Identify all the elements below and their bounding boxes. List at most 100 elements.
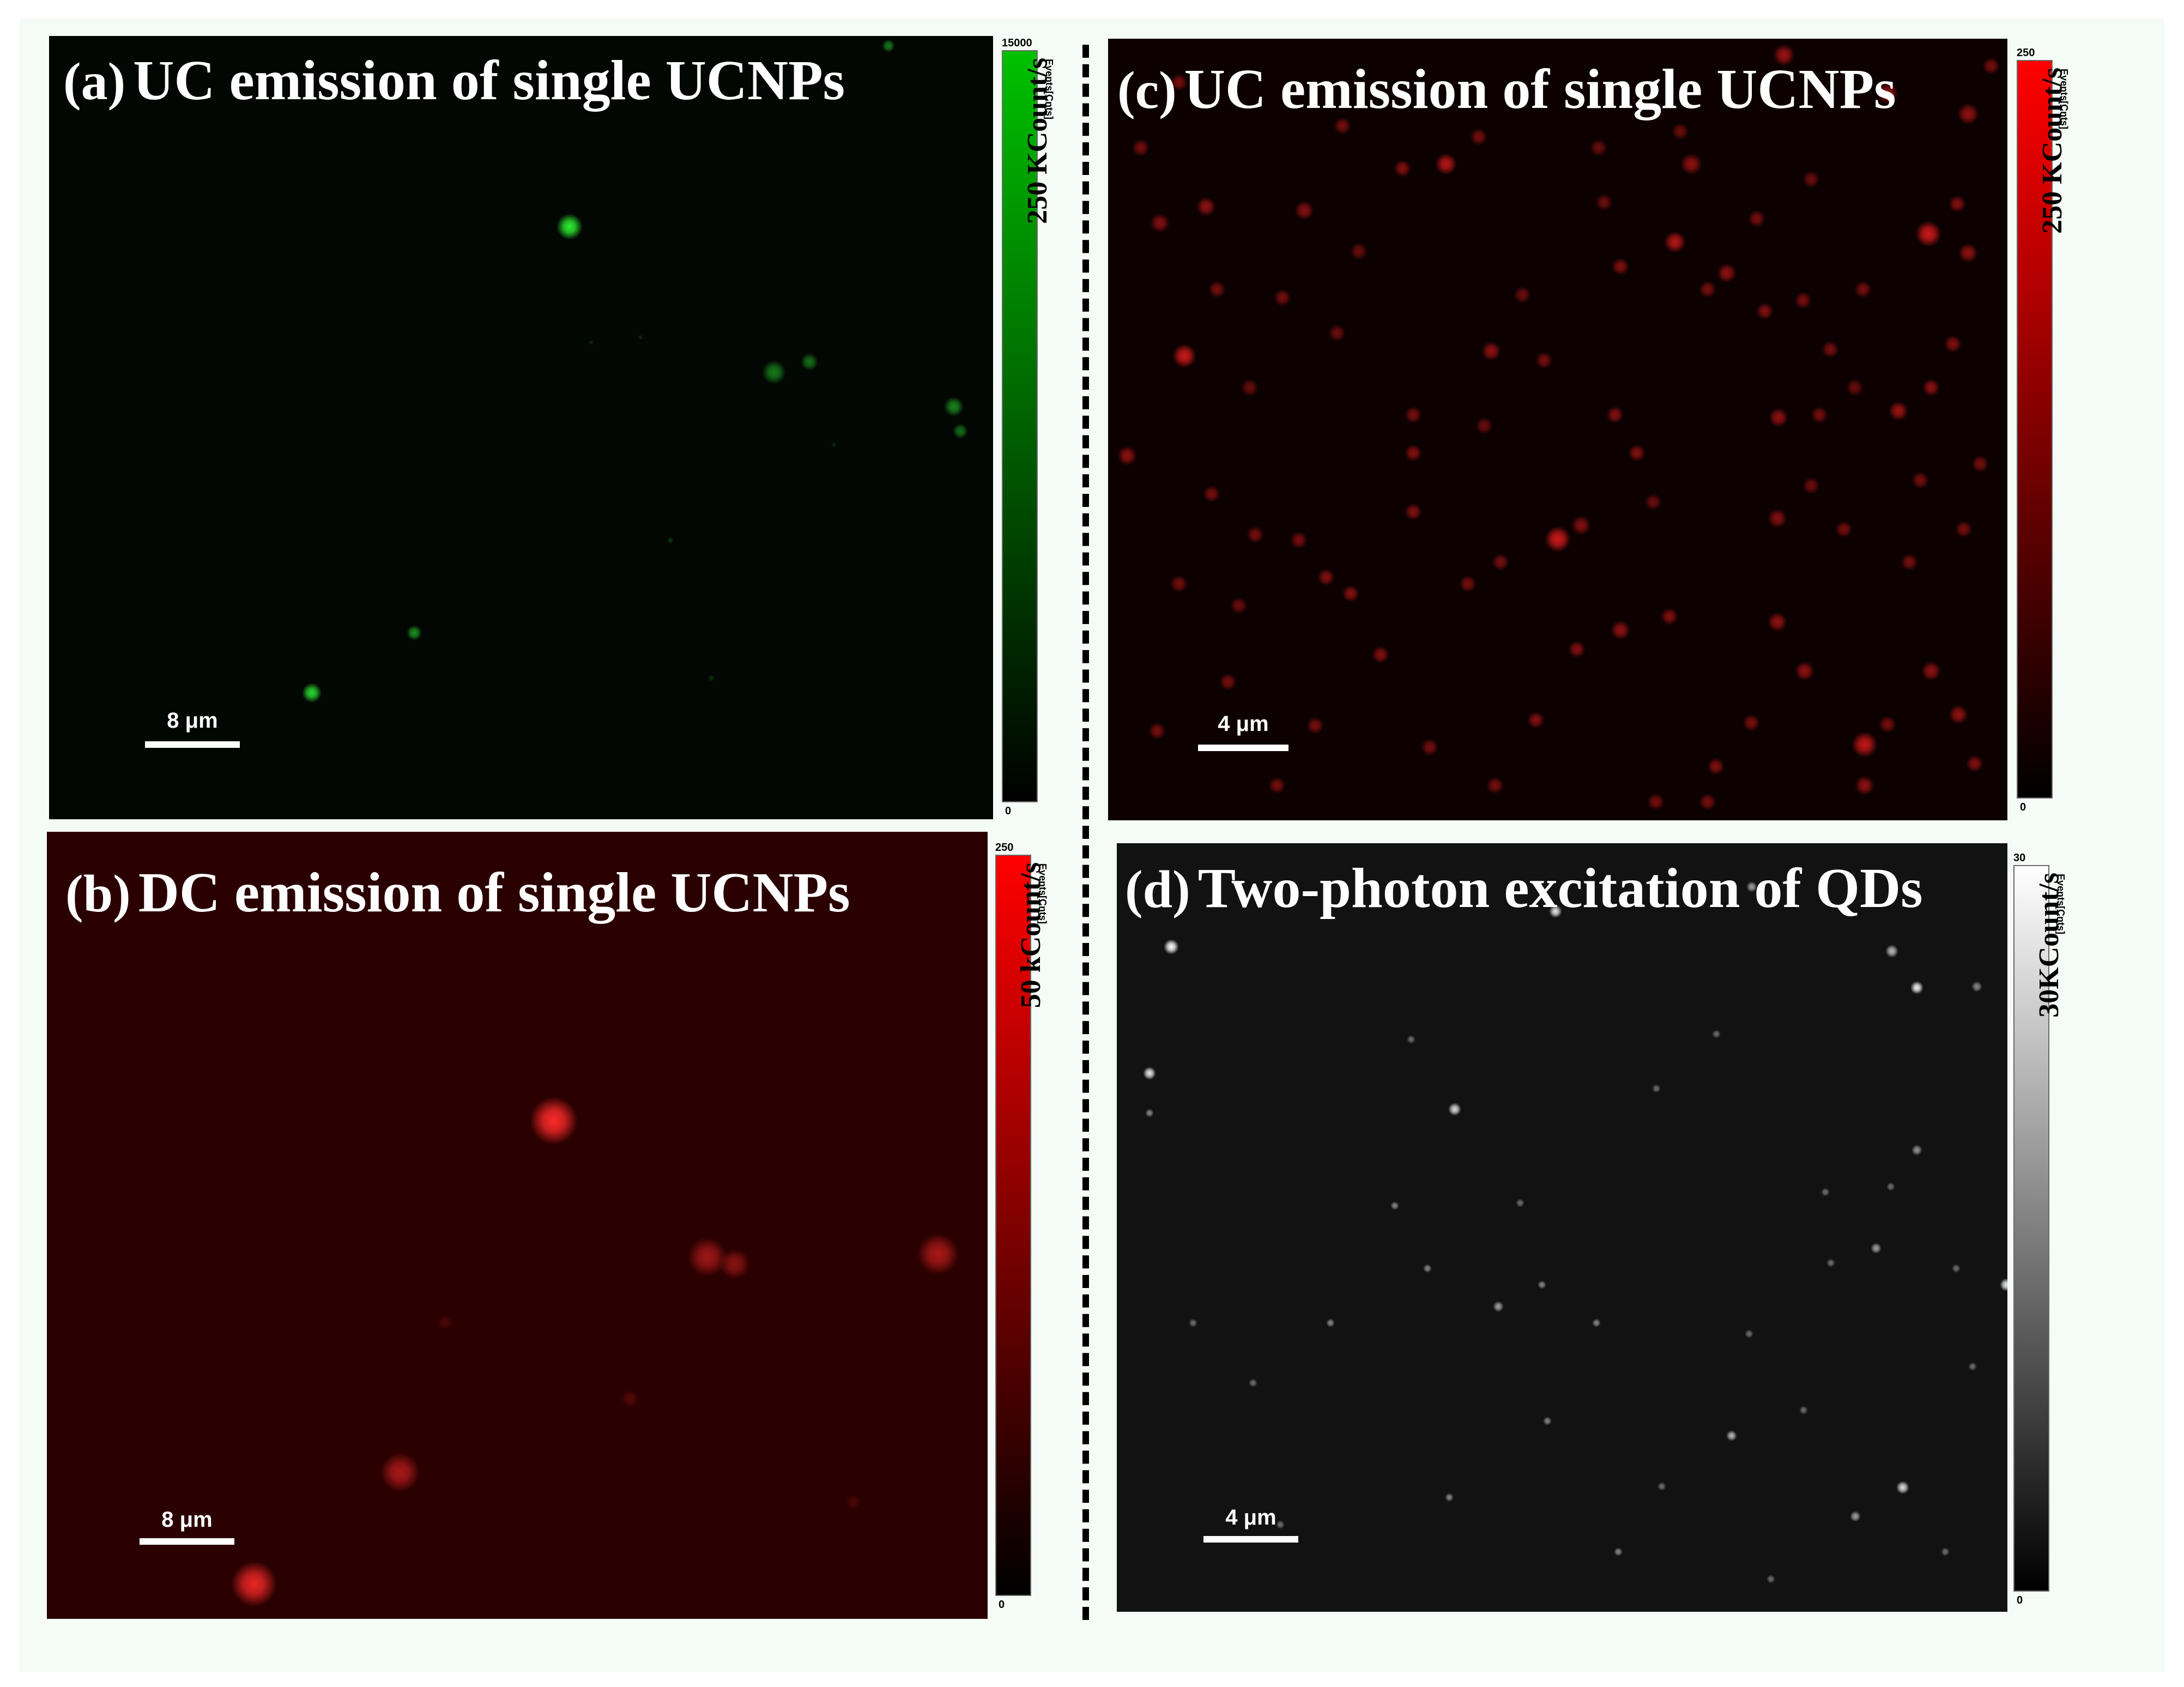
emission-spot — [1628, 444, 1645, 462]
emission-spot — [621, 1390, 639, 1407]
scale-bar-line — [145, 741, 240, 748]
emission-spot — [719, 1249, 750, 1279]
emission-spot — [1726, 1430, 1737, 1441]
emission-spot — [1966, 755, 1983, 772]
emission-spots — [231, 1097, 959, 1607]
emission-spot — [1448, 1103, 1461, 1116]
emission-spot — [1545, 526, 1571, 552]
emission-spot — [1435, 153, 1457, 175]
emission-spot — [1896, 1481, 1909, 1494]
emission-spot — [556, 214, 583, 240]
micrograph-background — [49, 36, 993, 819]
emission-spot — [1958, 243, 1978, 263]
emission-spot — [1164, 939, 1179, 954]
emission-spot — [1644, 493, 1662, 511]
emission-spot — [1949, 195, 1966, 213]
emission-spot — [1535, 352, 1553, 369]
emission-spot — [1941, 1547, 1950, 1556]
colorbar-units: Events[Cnts] — [2055, 874, 2066, 935]
emission-spot — [1326, 1319, 1335, 1327]
emission-spot — [1773, 44, 1795, 66]
emission-spot — [1871, 1243, 1881, 1254]
emission-spot — [846, 1495, 861, 1510]
emission-spot — [1855, 776, 1874, 795]
micrograph-background — [1117, 843, 2007, 1612]
emission-spot — [1802, 171, 1820, 188]
emission-spot — [1852, 731, 1878, 758]
emission-spot — [1957, 103, 1979, 125]
emission-spot — [1672, 123, 1689, 140]
emission-spot — [1350, 243, 1368, 260]
emission-spot — [1230, 597, 1248, 614]
micrograph-d — [1117, 843, 2007, 1612]
emission-spot — [1342, 585, 1359, 602]
emission-spot — [1150, 213, 1170, 233]
emission-spot — [1850, 1511, 1861, 1522]
colorbar-rate-label: 30KCount/s — [2034, 873, 2065, 1018]
emission-spot — [1241, 379, 1259, 396]
scale-bar-label: 8 μm — [167, 709, 218, 733]
emission-spot — [1475, 417, 1493, 434]
emission-spots — [1117, 44, 2000, 811]
panel-divider-dashed-line — [1082, 45, 1089, 1620]
emission-spot — [1982, 57, 2000, 75]
panel-title-text: Two-photon excitation of QDs — [1197, 857, 1923, 920]
emission-spot — [944, 397, 964, 416]
emission-spot — [1470, 128, 1487, 146]
emission-spot — [302, 683, 322, 703]
micrograph-a — [49, 36, 993, 819]
emission-spot — [1203, 485, 1220, 503]
emission-spot — [688, 1237, 727, 1277]
emission-spot — [917, 1233, 959, 1275]
emission-spot — [1571, 516, 1591, 535]
colorbar-gradient — [995, 855, 1031, 1596]
emission-spot — [1756, 303, 1774, 320]
emission-spot — [1922, 379, 1940, 396]
emission-spot — [1707, 758, 1725, 775]
emission-spot — [1172, 344, 1196, 368]
emission-spot — [1527, 711, 1545, 729]
emission-spot — [1915, 221, 1941, 247]
scale-bar-label: 8 μm — [161, 1508, 213, 1532]
emission-spot — [1971, 981, 1982, 992]
panel-label: (b) — [65, 864, 131, 923]
panel-title-text: DC emission of single UCNPs — [138, 861, 850, 924]
emission-spot — [1606, 406, 1624, 424]
colorbar-min: 0 — [1005, 805, 1012, 817]
panel-title-c: (c) UC emission of single UCNPs — [1117, 57, 1896, 122]
emission-spot — [1769, 408, 1788, 427]
emission-spot — [2000, 1278, 2007, 1291]
emission-spot — [1189, 1319, 1197, 1327]
colorbar-rate-label: 50 kCount/s — [1015, 862, 1046, 1008]
emission-spot — [1886, 1182, 1895, 1191]
emission-spot — [1421, 739, 1438, 756]
emission-spot — [1514, 286, 1531, 304]
emission-spot — [1249, 1378, 1257, 1387]
scale-bar-label: 4 μm — [1218, 712, 1269, 736]
emission-spot — [1306, 717, 1324, 734]
colorbar-gradient — [2013, 865, 2049, 1592]
emission-spot — [1268, 777, 1286, 794]
scale-bar-label: 4 μm — [1225, 1505, 1276, 1529]
emission-spot — [1516, 1199, 1524, 1207]
emission-spot — [1549, 905, 1562, 918]
emission-spot — [1846, 379, 1864, 396]
emission-spot — [1949, 705, 1968, 724]
emission-spot — [1170, 575, 1188, 592]
micrograph-background — [1108, 39, 2007, 820]
emission-spot — [1822, 341, 1839, 358]
emission-spot — [1657, 1482, 1666, 1491]
emission-spot — [1911, 1145, 1922, 1156]
emission-spot — [1247, 526, 1264, 543]
emission-spot — [1901, 553, 1918, 571]
emission-spot — [1592, 1319, 1601, 1327]
emission-spot — [1132, 139, 1150, 156]
emission-spot — [953, 424, 968, 439]
emission-spot — [1219, 673, 1237, 691]
emission-spot — [1794, 292, 1812, 309]
panel-title-text: UC emission of single UCNPs — [1184, 58, 1896, 120]
emission-spot — [1481, 341, 1501, 361]
emission-spot — [1407, 1035, 1415, 1044]
emission-spot — [1795, 661, 1814, 681]
emission-spot — [1117, 446, 1137, 465]
